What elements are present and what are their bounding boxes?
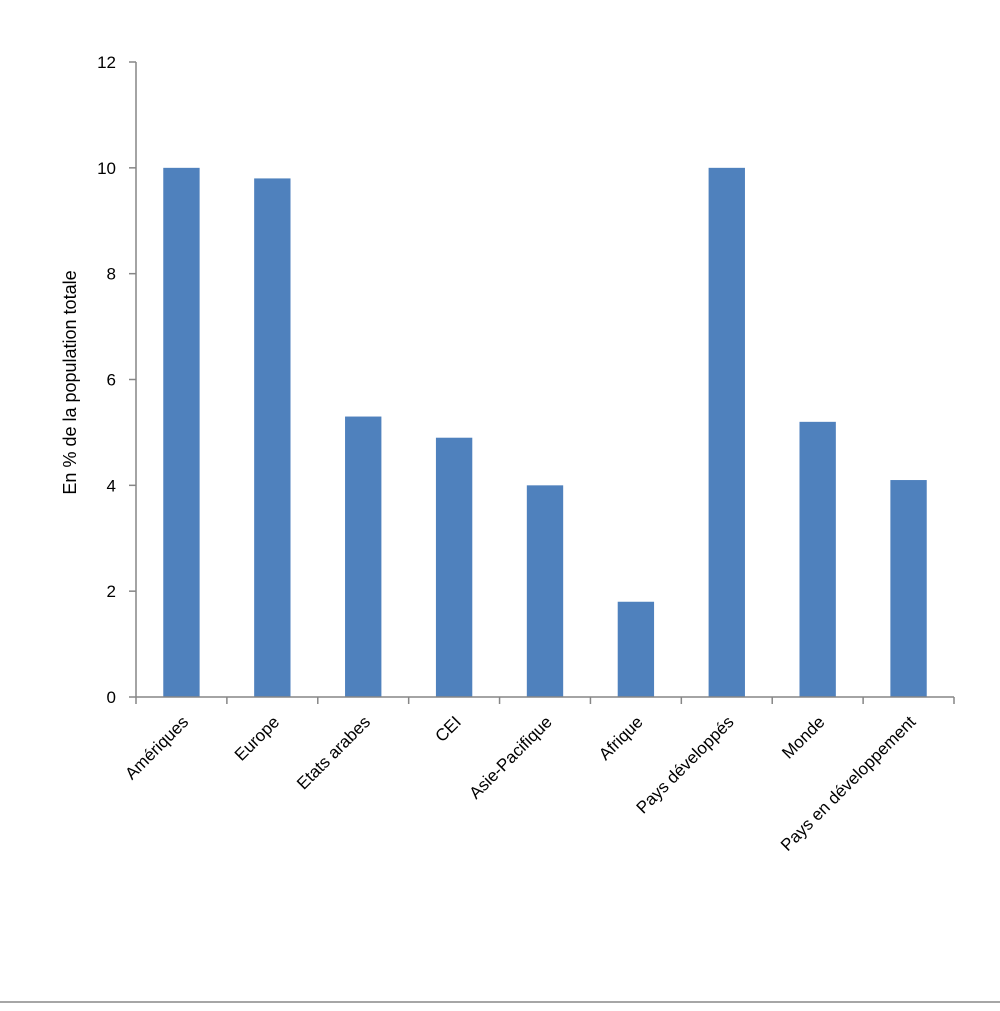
- bar: [435, 437, 473, 697]
- y-ticks-group: 0 2 4 6 8 10 12: [97, 53, 136, 707]
- y-tick-label: 0: [107, 688, 116, 707]
- bar: [526, 485, 564, 697]
- bar: [890, 480, 927, 697]
- x-category-label: Afrique: [595, 712, 647, 764]
- y-tick-label: 10: [97, 159, 116, 178]
- bars-group: [163, 167, 927, 698]
- x-ticks-group: Amériques Europe Etats arabes CEI Asie-Pacif…: [121, 697, 955, 855]
- bar: [345, 416, 382, 697]
- y-tick-label: 2: [107, 582, 116, 601]
- x-category-label: Monde: [778, 712, 828, 762]
- x-category-label: Etats arabes: [293, 712, 374, 793]
- bar: [799, 421, 836, 697]
- x-category-label: Pays développés: [633, 712, 738, 817]
- x-category-label: Europe: [231, 712, 283, 764]
- x-category-label: Amériques: [121, 712, 192, 783]
- x-category-label: Asie-Pacifique: [466, 712, 556, 802]
- bar: [163, 167, 200, 698]
- y-tick-label: 12: [97, 53, 116, 72]
- x-category-label: CEI: [431, 712, 464, 745]
- bar: [254, 178, 291, 697]
- y-axis-title: En % de la population totale: [60, 270, 80, 494]
- y-tick-label: 6: [107, 371, 116, 390]
- y-tick-label: 8: [107, 265, 116, 284]
- bottom-divider: [0, 1001, 1000, 1003]
- bar: [617, 601, 655, 697]
- y-tick-label: 4: [107, 476, 116, 495]
- bar: [708, 167, 745, 698]
